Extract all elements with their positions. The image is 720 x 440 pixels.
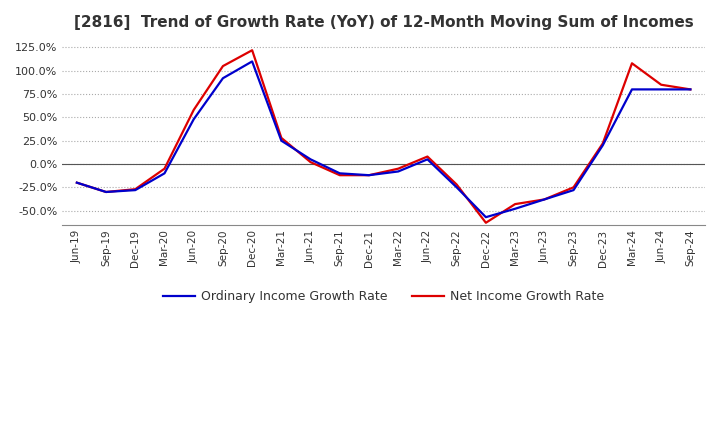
Title: [2816]  Trend of Growth Rate (YoY) of 12-Month Moving Sum of Incomes: [2816] Trend of Growth Rate (YoY) of 12-… [73, 15, 693, 30]
Ordinary Income Growth Rate [423, 157, 432, 162]
Ordinary Income Growth Rate [219, 76, 228, 81]
Net Income Growth Rate [598, 141, 607, 146]
Ordinary Income Growth Rate [598, 143, 607, 148]
Ordinary Income Growth Rate [248, 59, 256, 64]
Net Income Growth Rate [365, 172, 374, 178]
Net Income Growth Rate [540, 197, 549, 202]
Ordinary Income Growth Rate [306, 157, 315, 162]
Net Income Growth Rate [628, 61, 636, 66]
Net Income Growth Rate [482, 220, 490, 225]
Ordinary Income Growth Rate [277, 138, 286, 143]
Line: Net Income Growth Rate: Net Income Growth Rate [77, 50, 690, 223]
Net Income Growth Rate [394, 166, 402, 171]
Net Income Growth Rate [189, 107, 198, 113]
Net Income Growth Rate [452, 182, 461, 187]
Ordinary Income Growth Rate [336, 171, 344, 176]
Net Income Growth Rate [219, 63, 228, 69]
Net Income Growth Rate [131, 187, 140, 192]
Ordinary Income Growth Rate [160, 171, 168, 176]
Ordinary Income Growth Rate [365, 172, 374, 178]
Net Income Growth Rate [306, 160, 315, 165]
Ordinary Income Growth Rate [686, 87, 695, 92]
Net Income Growth Rate [73, 180, 81, 185]
Ordinary Income Growth Rate [482, 215, 490, 220]
Ordinary Income Growth Rate [657, 87, 665, 92]
Net Income Growth Rate [248, 48, 256, 53]
Net Income Growth Rate [423, 154, 432, 159]
Ordinary Income Growth Rate [394, 169, 402, 174]
Net Income Growth Rate [570, 185, 578, 190]
Ordinary Income Growth Rate [73, 180, 81, 185]
Ordinary Income Growth Rate [628, 87, 636, 92]
Net Income Growth Rate [510, 202, 519, 207]
Ordinary Income Growth Rate [570, 187, 578, 193]
Ordinary Income Growth Rate [540, 197, 549, 202]
Net Income Growth Rate [686, 87, 695, 92]
Legend: Ordinary Income Growth Rate, Net Income Growth Rate: Ordinary Income Growth Rate, Net Income … [158, 285, 609, 308]
Ordinary Income Growth Rate [510, 206, 519, 211]
Ordinary Income Growth Rate [131, 187, 140, 193]
Ordinary Income Growth Rate [452, 185, 461, 190]
Net Income Growth Rate [657, 82, 665, 88]
Net Income Growth Rate [277, 135, 286, 140]
Net Income Growth Rate [102, 189, 110, 194]
Net Income Growth Rate [160, 166, 168, 171]
Net Income Growth Rate [336, 172, 344, 178]
Ordinary Income Growth Rate [189, 117, 198, 122]
Ordinary Income Growth Rate [102, 189, 110, 194]
Line: Ordinary Income Growth Rate: Ordinary Income Growth Rate [77, 62, 690, 217]
